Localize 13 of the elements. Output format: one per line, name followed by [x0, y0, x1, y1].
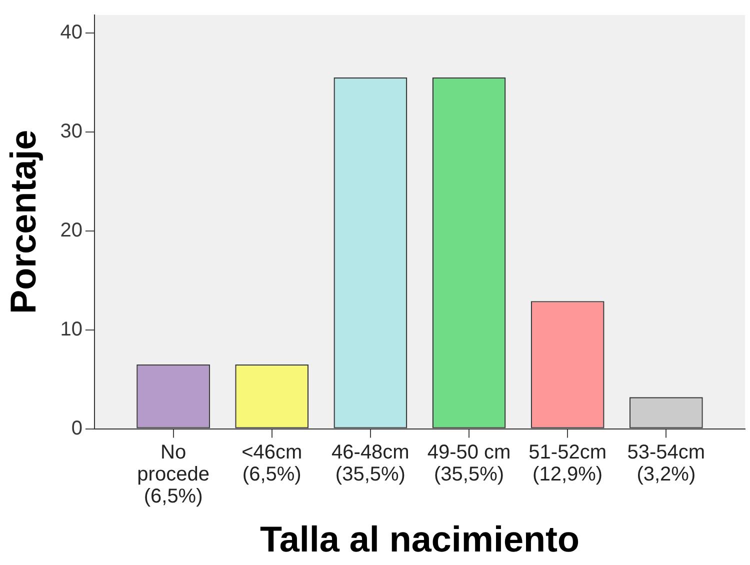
x-tick-label: 53-54cm (3,2%) — [627, 441, 706, 486]
x-tick-label: No procede (6,5%) — [137, 441, 210, 508]
y-tick-label: 40 — [60, 21, 82, 44]
x-tick-label: <46cm (6,5%) — [242, 441, 302, 486]
y-axis-title: Porcentaje — [2, 130, 44, 314]
x-tick-label: 46-48cm (35,5%) — [332, 441, 410, 486]
x-tick-label: 51-52cm (12,9%) — [528, 441, 606, 486]
y-tick-label: 0 — [71, 417, 82, 440]
y-tick-label: 30 — [60, 120, 82, 142]
y-tick-label: 20 — [60, 219, 82, 242]
x-tick-label: 49-50 cm (35,5%) — [427, 441, 511, 486]
x-axis-title: Talla al nacimiento — [260, 518, 580, 560]
y-tick-label: 10 — [60, 318, 82, 340]
